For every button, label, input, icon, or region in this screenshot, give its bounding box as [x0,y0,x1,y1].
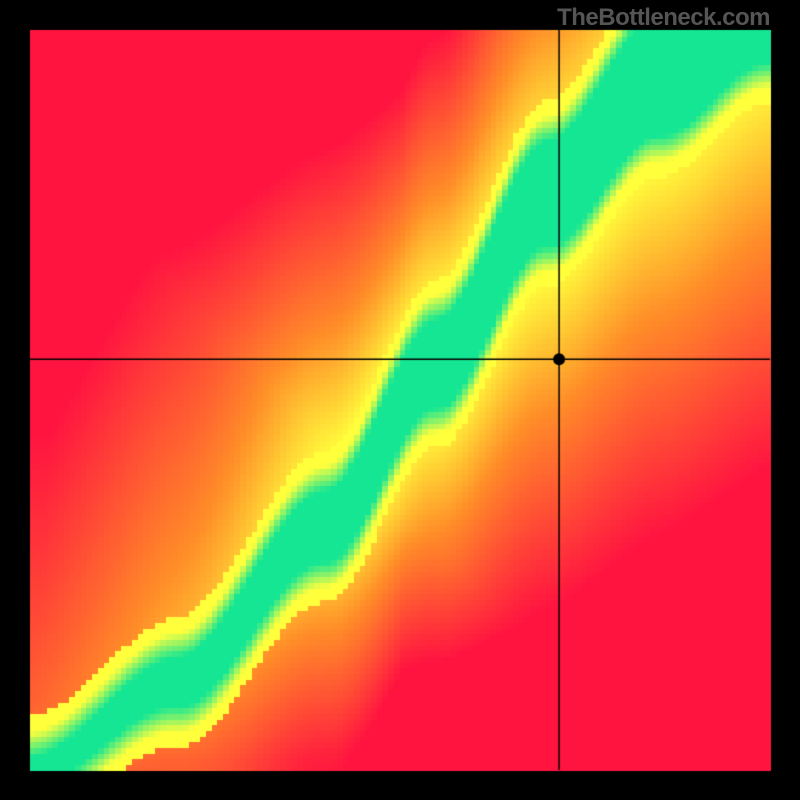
bottleneck-heatmap [0,0,800,800]
chart-container: TheBottleneck.com [0,0,800,800]
watermark-text: TheBottleneck.com [557,4,770,32]
